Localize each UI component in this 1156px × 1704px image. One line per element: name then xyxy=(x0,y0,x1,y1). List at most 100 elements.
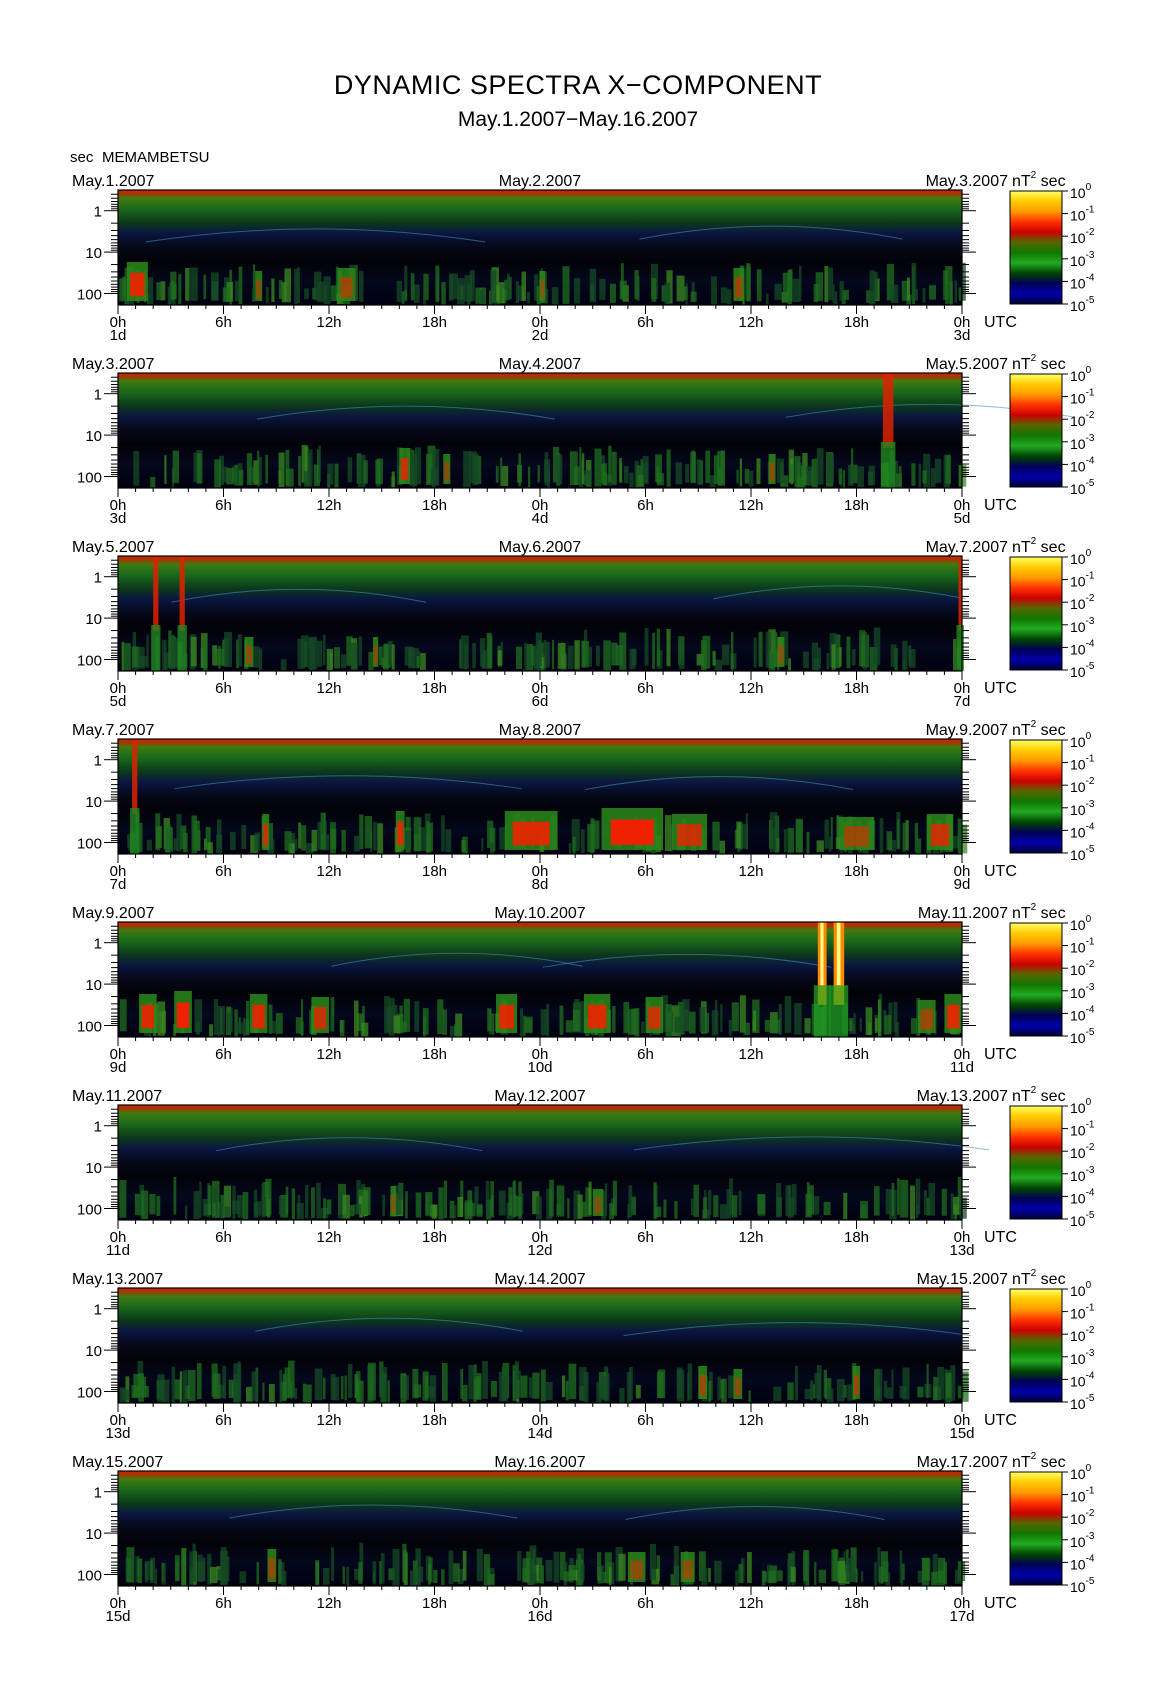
colorbar-tick-label: 10-2 xyxy=(1070,593,1095,612)
day-label-end: 13d xyxy=(949,1242,974,1259)
event-band xyxy=(648,1007,661,1029)
x-tick-label: 18h xyxy=(844,497,869,514)
colorbar-unit: nT2 sec xyxy=(1012,1268,1066,1288)
event-band xyxy=(594,1196,602,1214)
colorbar-tick-label: 10-1 xyxy=(1070,754,1095,773)
colorbar-tick-label: 100 xyxy=(1070,1097,1092,1116)
colorbar-tick-label: 10-4 xyxy=(1070,1370,1095,1389)
event-spike xyxy=(177,625,187,671)
y-tick-label: 10 xyxy=(85,428,102,445)
panel-date-mid: May.4.2007 xyxy=(499,356,582,373)
colorbar xyxy=(1009,1471,1063,1586)
colorbar-tick-label: 100 xyxy=(1070,1463,1092,1482)
event-spike xyxy=(179,556,185,631)
event-band xyxy=(373,645,378,665)
x-tick-label: 0h xyxy=(532,1595,549,1612)
x-tick-label: 6h xyxy=(215,863,232,880)
panel-date-right: May.5.2007 xyxy=(926,356,1009,373)
y-tick-label: 100 xyxy=(77,653,102,670)
colorbar-unit: nT2 sec xyxy=(1012,1085,1066,1105)
spectra-panel: May.15.2007 May.16.2007 May.17.2007 nT2 sec… xyxy=(72,1451,1095,1625)
colorbar-tick-label: 10-2 xyxy=(1070,410,1095,429)
y-tick-label: 10 xyxy=(85,611,102,628)
x-tick-label: 0h xyxy=(954,1595,971,1612)
spectrogram-activity xyxy=(133,373,1076,488)
event-band xyxy=(734,277,743,298)
event-band xyxy=(268,1558,275,1579)
x-tick-label: 12h xyxy=(316,1229,341,1246)
x-tick-label: 12h xyxy=(316,680,341,697)
colorbar-tick-label: 10-5 xyxy=(1070,1576,1095,1595)
x-tick-label: 6h xyxy=(215,497,232,514)
y-tick-label: 10 xyxy=(85,245,102,262)
colorbar-tick-label: 10-1 xyxy=(1070,205,1095,224)
x-unit-label: UTC xyxy=(984,1046,1017,1063)
panel-date-left: May.1.2007 xyxy=(72,173,155,190)
colorbar-tick-label: 10-1 xyxy=(1070,937,1095,956)
colorbar-tick-label: 10-5 xyxy=(1070,1027,1095,1046)
y-axis xyxy=(104,559,976,660)
x-tick-label: 12h xyxy=(316,863,341,880)
colorbar-tick-label: 10-5 xyxy=(1070,1210,1095,1229)
colorbar-tick-label: 10-3 xyxy=(1070,982,1095,1001)
event-band xyxy=(920,1009,933,1030)
x-unit-label: UTC xyxy=(984,1229,1017,1246)
panel-date-mid: May.16.2007 xyxy=(494,1454,585,1471)
x-tick-label: 12h xyxy=(738,1595,763,1612)
colorbar-tick-label: 10-3 xyxy=(1070,250,1095,269)
spectrogram-activity xyxy=(119,1317,971,1403)
page-title: DYNAMIC SPECTRA X−COMPONENT xyxy=(333,70,823,100)
spectra-panel: May.3.2007 May.4.2007 May.5.2007 nT2 sec 1 10… xyxy=(72,353,1095,527)
x-tick-label: 0h xyxy=(954,497,971,514)
panel-date-right: May.7.2007 xyxy=(926,539,1009,556)
colorbar xyxy=(1009,1288,1063,1403)
event-band xyxy=(340,277,353,298)
colorbar-tick-label: 10-4 xyxy=(1070,1004,1095,1023)
event-band xyxy=(630,1560,643,1580)
day-label-start: 15d xyxy=(105,1608,130,1625)
panel-date-mid: May.10.2007 xyxy=(494,905,585,922)
x-tick-label: 6h xyxy=(637,863,654,880)
colorbar-tick-label: 10-5 xyxy=(1070,1393,1095,1412)
colorbar-tick-label: 10-2 xyxy=(1070,776,1095,795)
colorbar xyxy=(1009,373,1063,488)
x-axis xyxy=(117,1037,963,1046)
event-band xyxy=(682,1560,693,1580)
x-tick-label: 0h xyxy=(532,680,549,697)
x-tick-label: 12h xyxy=(316,497,341,514)
event-band xyxy=(587,1004,607,1029)
x-axis xyxy=(117,1220,963,1229)
day-label-mid: 16d xyxy=(527,1608,552,1625)
y-axis xyxy=(104,742,976,843)
panel-date-mid: May.12.2007 xyxy=(494,1088,585,1105)
x-tick-label: 12h xyxy=(738,863,763,880)
colorbar-tick-label: 10-3 xyxy=(1070,1165,1095,1184)
x-tick-label: 12h xyxy=(316,1595,341,1612)
panel-date-mid: May.14.2007 xyxy=(494,1271,585,1288)
x-tick-label: 18h xyxy=(844,680,869,697)
x-tick-label: 12h xyxy=(738,1412,763,1429)
x-tick-label: 12h xyxy=(738,1046,763,1063)
colorbar xyxy=(1009,556,1063,671)
x-tick-label: 0h xyxy=(532,1229,549,1246)
x-tick-label: 0h xyxy=(954,314,971,331)
x-tick-label: 18h xyxy=(844,1229,869,1246)
colorbar-tick-label: 10-5 xyxy=(1070,295,1095,314)
y-axis xyxy=(104,1108,976,1209)
x-tick-label: 0h xyxy=(954,1046,971,1063)
event-band xyxy=(930,824,950,846)
y-tick-label: 1 xyxy=(94,753,102,770)
x-tick-label: 6h xyxy=(637,1229,654,1246)
event-spike xyxy=(882,373,894,448)
event-spike xyxy=(956,625,964,671)
colorbar-tick-label: 100 xyxy=(1070,1280,1092,1299)
event-storm xyxy=(820,922,824,986)
day-label-start: 9d xyxy=(110,1059,127,1076)
y-tick-label: 100 xyxy=(77,1385,102,1402)
spectra-panel: May.7.2007 May.8.2007 May.9.2007 nT2 sec 1 10… xyxy=(72,719,1095,893)
colorbar-tick-label: 10-5 xyxy=(1070,844,1095,863)
x-tick-label: 0h xyxy=(532,1412,549,1429)
event-band xyxy=(610,819,654,845)
page-subtitle: May.1.2007−May.16.2007 xyxy=(457,108,699,131)
